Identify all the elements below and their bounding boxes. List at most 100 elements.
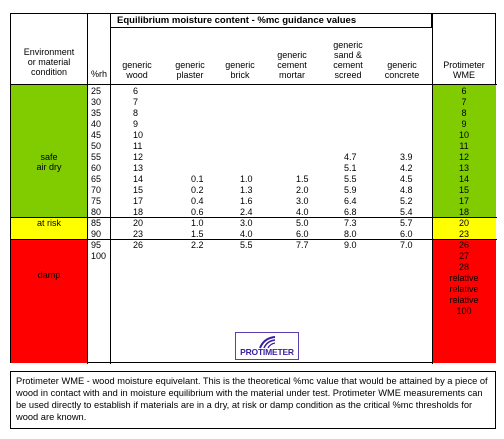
wme-cell: 100 <box>456 306 472 316</box>
cement-mortar-cell <box>296 251 320 262</box>
sand-cement-cell <box>344 86 368 97</box>
concrete-cell <box>400 119 424 130</box>
sand-cement-cell: 5.9 <box>344 185 357 195</box>
plaster-cell <box>191 130 215 141</box>
wme-cell: 7 <box>461 97 467 107</box>
cement-mortar-cell <box>296 108 320 119</box>
concrete-cell: 7.0 <box>400 240 413 250</box>
brick-cell: 1.3 <box>240 185 253 195</box>
brick-column: 1.0 1.3 1.6 2.4 3.0 4.0 5.5 <box>240 86 264 262</box>
wme-cell: 15 <box>458 185 469 195</box>
header-plaster: generic plaster <box>175 60 205 80</box>
protimeter-logo: PROTIMETER <box>235 332 299 360</box>
cement-mortar-cell: 7.7 <box>296 240 309 250</box>
rh-cell: 45 <box>91 130 102 140</box>
wme-cell: 28 <box>458 262 469 272</box>
cement-mortar-cell: 4.0 <box>296 207 309 217</box>
sand-cement-cell <box>344 141 368 152</box>
wood-cell <box>133 251 157 262</box>
wood-cell: 7 <box>133 97 139 107</box>
wme-cell: 23 <box>458 229 469 239</box>
concrete-cell <box>400 141 424 152</box>
wood-cell: 20 <box>133 218 144 228</box>
concrete-cell: 4.5 <box>400 174 413 184</box>
plaster-cell <box>191 108 215 119</box>
rh-cell: 65 <box>91 174 102 184</box>
safe-zone-right <box>432 85 496 217</box>
concrete-cell: 5.7 <box>400 218 413 228</box>
concrete-cell <box>400 108 424 119</box>
wood-cell: 6 <box>133 86 139 96</box>
concrete-cell: 5.4 <box>400 207 413 217</box>
plaster-cell: 0.4 <box>191 196 204 206</box>
wme-cell: 9 <box>461 119 467 129</box>
wme-cell: 8 <box>461 108 467 118</box>
plaster-column: 0.1 0.2 0.4 0.6 1.0 1.5 2.2 <box>191 86 215 262</box>
sand-cement-cell: 5.1 <box>344 163 357 173</box>
rh-cell: 75 <box>91 196 102 206</box>
rh-cell: 40 <box>91 119 102 129</box>
sand-cement-cell: 8.0 <box>344 229 357 239</box>
header-cement-mortar: generic cement mortar <box>277 50 307 80</box>
cement-mortar-cell <box>296 163 320 174</box>
wood-column: 6 7 8 9 10 11 12 13 14 15 17 18 20 23 26 <box>133 86 157 262</box>
plaster-cell <box>191 97 215 108</box>
plaster-cell: 0.2 <box>191 185 204 195</box>
brick-cell <box>240 108 264 119</box>
sand-cement-cell: 4.7 <box>344 152 357 162</box>
cement-mortar-column: 1.5 2.0 3.0 4.0 5.0 6.0 7.7 <box>296 86 320 262</box>
wme-cell: 12 <box>458 152 469 162</box>
concrete-cell <box>400 97 424 108</box>
sand-cement-cell <box>344 119 368 130</box>
wood-cell: 17 <box>133 196 144 206</box>
header-concrete: generic concrete <box>384 60 420 80</box>
plaster-cell: 2.2 <box>191 240 204 250</box>
wood-cell: 13 <box>133 163 144 173</box>
header-environment: Environment or material condition <box>23 47 75 77</box>
condition-damp: damp <box>37 270 61 280</box>
cement-mortar-cell <box>296 141 320 152</box>
plaster-cell: 1.5 <box>191 229 204 239</box>
rh-cell: 35 <box>91 108 102 118</box>
wme-cell: 10 <box>458 130 469 140</box>
cement-mortar-cell: 1.5 <box>296 174 309 184</box>
sand-cement-cell <box>344 108 368 119</box>
brick-cell: 2.4 <box>240 207 253 217</box>
rh-cell: 25 <box>91 86 102 96</box>
rh-cell: 30 <box>91 97 102 107</box>
brick-cell: 3.0 <box>240 218 253 228</box>
wood-cell: 23 <box>133 229 144 239</box>
wood-cell: 9 <box>133 119 139 129</box>
plaster-cell <box>191 141 215 152</box>
cement-mortar-cell: 2.0 <box>296 185 309 195</box>
wood-cell: 12 <box>133 152 144 162</box>
plaster-cell <box>191 251 215 262</box>
brick-cell: 4.0 <box>240 229 253 239</box>
table-title: Equilibrium moisture content - %mc guida… <box>110 14 432 28</box>
plaster-cell <box>191 86 215 97</box>
moisture-table: Equilibrium moisture content - %mc guida… <box>10 13 497 364</box>
brick-cell <box>240 119 264 130</box>
brick-cell <box>240 97 264 108</box>
rh-cell: 95 <box>91 240 102 250</box>
sand-cement-column: 4.7 5.1 5.5 5.9 6.4 6.8 7.3 8.0 9.0 <box>344 86 368 262</box>
plaster-cell: 0.1 <box>191 174 204 184</box>
plaster-cell <box>191 119 215 130</box>
wme-cell: relative <box>449 273 479 283</box>
header-brick: generic brick <box>225 60 255 80</box>
wme-cell: 18 <box>458 207 469 217</box>
cement-mortar-cell: 6.0 <box>296 229 309 239</box>
plaster-cell <box>191 152 215 163</box>
wme-cell: 11 <box>459 141 469 151</box>
cement-mortar-cell <box>296 97 320 108</box>
wood-cell: 11 <box>133 141 143 151</box>
damp-zone-right <box>432 239 496 363</box>
concrete-cell: 4.8 <box>400 185 413 195</box>
wood-cell: 14 <box>133 174 144 184</box>
brick-cell <box>240 251 264 262</box>
sand-cement-cell: 9.0 <box>344 240 357 250</box>
concrete-cell: 5.2 <box>400 196 413 206</box>
at-risk-zone-left <box>11 217 87 239</box>
wme-cell: relative <box>449 295 479 305</box>
rh-cell: 85 <box>91 218 102 228</box>
